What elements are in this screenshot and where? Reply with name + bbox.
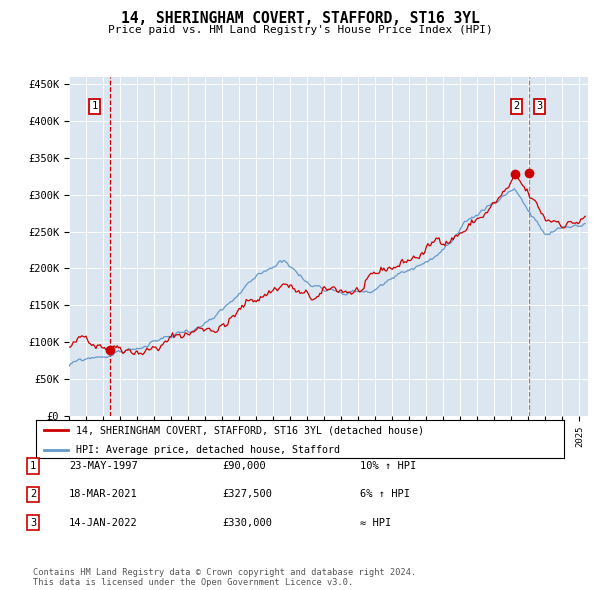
Text: 6% ↑ HPI: 6% ↑ HPI (360, 490, 410, 499)
Text: 2: 2 (30, 490, 36, 499)
Text: 3: 3 (536, 101, 542, 111)
Text: 3: 3 (30, 518, 36, 527)
Text: 14-JAN-2022: 14-JAN-2022 (69, 518, 138, 527)
Text: 18-MAR-2021: 18-MAR-2021 (69, 490, 138, 499)
Text: HPI: Average price, detached house, Stafford: HPI: Average price, detached house, Staf… (76, 445, 340, 455)
Text: 1: 1 (30, 461, 36, 471)
Text: 1: 1 (91, 101, 98, 111)
Text: Contains HM Land Registry data © Crown copyright and database right 2024.
This d: Contains HM Land Registry data © Crown c… (33, 568, 416, 587)
Text: 14, SHERINGHAM COVERT, STAFFORD, ST16 3YL (detached house): 14, SHERINGHAM COVERT, STAFFORD, ST16 3Y… (76, 425, 424, 435)
Text: ≈ HPI: ≈ HPI (360, 518, 391, 527)
Text: 2: 2 (514, 101, 520, 111)
Text: 23-MAY-1997: 23-MAY-1997 (69, 461, 138, 471)
Text: 10% ↑ HPI: 10% ↑ HPI (360, 461, 416, 471)
Text: £330,000: £330,000 (222, 518, 272, 527)
Text: £90,000: £90,000 (222, 461, 266, 471)
Text: Price paid vs. HM Land Registry's House Price Index (HPI): Price paid vs. HM Land Registry's House … (107, 25, 493, 35)
Text: £327,500: £327,500 (222, 490, 272, 499)
Text: 14, SHERINGHAM COVERT, STAFFORD, ST16 3YL: 14, SHERINGHAM COVERT, STAFFORD, ST16 3Y… (121, 11, 479, 25)
